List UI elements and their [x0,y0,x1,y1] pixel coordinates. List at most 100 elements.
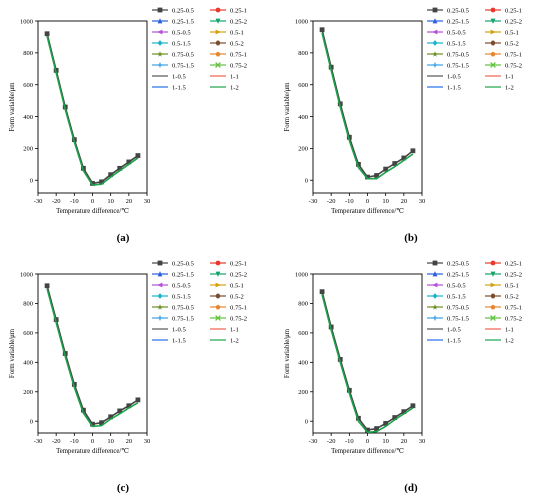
legend-label: 0.5-1 [230,29,244,36]
legend-marker [490,293,496,299]
legend-marker [490,260,496,266]
chart-panel-1: -30 -20 -10 0 10 20 30 0 200 400 600 800 1000 Tempera… [284,7,522,244]
legend: 0.25-0.5 0.25-1 0.25-1.5 0.25-2 0.5-0.5 0.5-1… [427,260,522,344]
data-point [401,155,407,161]
x-tick-label: 30 [144,438,151,445]
legend-label: 1-1.5 [447,84,461,91]
data-point [319,27,325,33]
chart-panel-0: -30 -20 -10 0 10 20 30 0 200 400 600 800 1000 Tempera… [9,7,247,244]
legend-label: 0.5-0.5 [447,282,466,289]
plot-frame [37,273,148,434]
legend-label: 0.75-2 [505,62,522,69]
legend-label: 0.5-0.5 [447,29,466,36]
y-tick-label: 1000 [295,271,308,278]
legend-marker [432,271,438,277]
panel-label: (a) [117,232,130,244]
data-point [356,415,361,421]
y-tick-label: 800 [298,50,308,57]
data-point [117,165,123,171]
legend-label: 0.5-1.5 [172,293,191,300]
data-point [346,387,352,393]
plot-frame [312,273,423,434]
data-point [99,179,104,185]
y-tick-label: 600 [23,330,33,337]
plot-frame [37,20,148,194]
legend-label: 0.5-0.5 [172,29,191,36]
legend-label: 0.5-1.5 [447,40,466,47]
legend-marker [157,62,163,68]
x-tick-label: 0 [91,438,94,445]
legend-label: 1-0.5 [447,73,461,80]
legend-label: 0.5-1.5 [447,293,466,300]
x-tick-label: 20 [126,198,133,205]
x-tick-label: 10 [382,198,389,205]
x-tick-label: 0 [366,198,369,205]
legend-label: 0.75-1.5 [172,315,195,322]
y-axis-title: Form variable/μm [9,328,16,378]
x-tick-label: -30 [34,198,43,205]
x-tick-label: -30 [309,198,318,205]
data-point [410,403,416,409]
data-point [401,409,407,415]
panel-label: (d) [404,482,418,494]
data-point [392,415,398,420]
legend-label: 1-0.5 [172,326,186,333]
legend-marker [157,51,163,57]
panel-label: (c) [117,482,130,494]
x-tick-label: 30 [419,198,426,205]
legend-label: 0.25-1.5 [447,271,470,278]
x-tick-label: -20 [327,438,336,445]
x-tick-label: -10 [345,198,354,205]
data-point [90,181,95,186]
legend-marker [432,40,438,46]
legend-label: 0.75-0.5 [172,304,195,311]
x-tick-label: 30 [144,198,151,205]
legend-label: 0.25-1.5 [447,18,470,25]
legend-label: 0.75-0.5 [447,304,470,311]
data-point [108,172,114,178]
legend-label: 0.25-0.5 [172,7,195,14]
data-point [81,407,86,413]
legend-marker [157,293,163,299]
data-point [90,421,95,427]
legend-label: 1-2 [230,84,239,91]
y-tick-label: 600 [298,330,308,337]
legend-label: 0.75-1 [505,51,522,58]
legend-label: 1-1 [230,73,239,80]
legend-marker [432,293,438,299]
series-line-0.25-0.5 [321,29,414,178]
data-point [365,174,370,180]
data-point [135,397,141,403]
legend-label: 0.25-2 [230,271,247,278]
data-point [126,403,132,409]
data-point [319,289,325,295]
legend: 0.25-0.5 0.25-1 0.25-1.5 0.25-2 0.5-0.5 0.5-1… [427,7,522,91]
legend-label: 0.5-2 [230,293,244,300]
legend-label: 0.25-2 [505,18,522,25]
legend-marker [215,293,221,299]
legend-marker [157,260,163,266]
legend-label: 0.25-2 [505,271,522,278]
x-tick-label: 0 [366,438,369,445]
legend-marker [432,260,438,266]
plot-frame [312,20,423,194]
y-tick-label: 200 [298,146,308,153]
y-tick-label: 0 [305,419,308,426]
y-tick-label: 600 [23,82,33,89]
legend-label: 1-0.5 [172,73,186,80]
legend-marker [215,18,221,24]
legend-label: 0.25-1.5 [172,18,195,25]
chart-panel-2: -30 -20 -10 0 10 20 30 0 200 400 600 800 1000 Tempera… [9,260,247,494]
x-axis-title: Temperature difference/℃ [331,448,404,455]
legend-label: 0.5-2 [230,40,244,47]
x-tick-label: 10 [107,198,114,205]
x-axis-title: Temperature difference/℃ [331,208,404,215]
legend-marker [432,315,438,321]
legend-label: 1-0.5 [447,326,461,333]
legend-marker [432,7,438,13]
y-tick-label: 1000 [20,18,33,25]
legend-label: 0.25-1 [230,7,247,14]
legend-marker [157,40,163,46]
y-tick-label: 600 [298,82,308,89]
